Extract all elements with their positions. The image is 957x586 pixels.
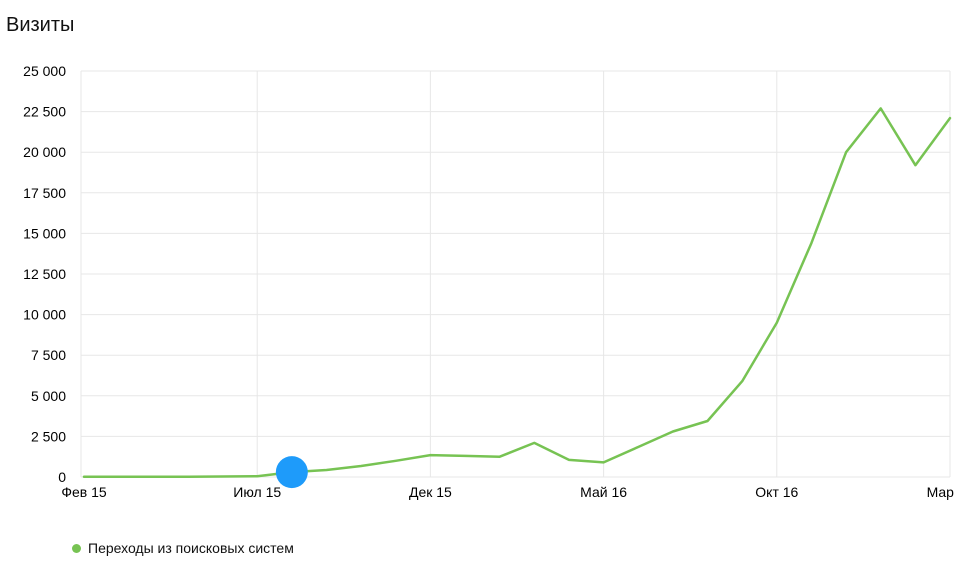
y-axis-tick-label: 17 500	[23, 185, 66, 201]
x-axis-tick-label: Дек 15	[409, 484, 452, 500]
y-axis-tick-label: 5 000	[31, 388, 66, 404]
series-line-search-traffic	[82, 107, 952, 479]
legend-item-label: Переходы из поисковых систем	[88, 540, 294, 556]
chart-grid	[80, 70, 951, 478]
y-axis-tick-label: 20 000	[23, 144, 66, 160]
chart-legend: Переходы из поисковых систем	[72, 540, 294, 556]
highlighted-point-marker[interactable]	[275, 456, 308, 489]
legend-item-search-traffic[interactable]: Переходы из поисковых систем	[72, 540, 294, 556]
x-axis-tick-label: Окт 16	[755, 484, 798, 500]
y-axis-tick-label: 10 000	[23, 307, 66, 323]
page-title: Визиты	[6, 14, 75, 36]
y-axis-tick-label: 7 500	[31, 347, 66, 363]
axis-labels: 0 2 500 5 000 7 500 10 000 12 500 15 000 17 500…	[23, 63, 957, 500]
y-axis-tick-label: 22 500	[23, 104, 66, 120]
y-axis-tick-label: 0	[58, 469, 66, 485]
series-color-dot-icon	[72, 543, 81, 553]
x-axis-tick-label: Июл 15	[233, 484, 281, 500]
x-axis-tick-label: Мар 17	[927, 484, 957, 500]
y-axis-tick-label: 2 500	[31, 428, 66, 444]
y-axis-tick-label: 25 000	[23, 63, 66, 79]
y-axis-tick-label: 12 500	[23, 266, 66, 282]
y-axis-tick-label: 15 000	[23, 225, 66, 241]
x-axis-tick-label: Фев 15	[61, 484, 107, 500]
x-axis-tick-label: Май 16	[580, 484, 627, 500]
